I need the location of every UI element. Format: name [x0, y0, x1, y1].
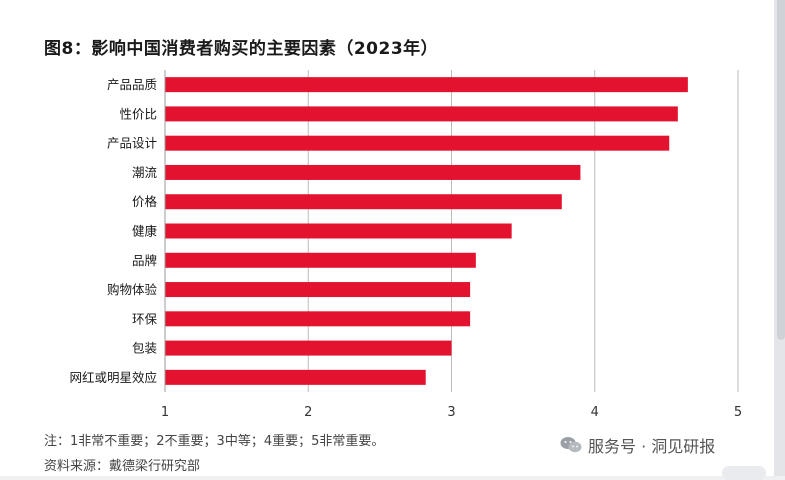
x-tick-label: 1 — [161, 405, 169, 420]
bar-11 — [165, 369, 426, 385]
bar-5 — [165, 194, 562, 210]
scrollbar-thumb[interactable] — [777, 0, 785, 340]
chart-source: 资料来源：戴德梁行研究部 — [44, 459, 201, 474]
category-label: 购物体验 — [107, 282, 158, 297]
category-label: 潮流 — [132, 165, 158, 180]
bar-4 — [165, 164, 581, 180]
category-label: 品牌 — [132, 253, 157, 268]
category-label: 产品品质 — [107, 77, 157, 92]
wechat-icon — [560, 436, 582, 454]
chart-note: 注：1非常不重要；2不重要；3中等；4重要；5非常重要。 — [44, 434, 385, 449]
bar-8 — [165, 282, 471, 298]
category-label: 健康 — [132, 224, 158, 239]
category-label: 网红或明星效应 — [69, 370, 157, 385]
bottom-handle[interactable] — [722, 466, 766, 480]
category-label: 包装 — [132, 341, 157, 356]
x-tick-label: 2 — [304, 405, 312, 420]
x-tick-label: 4 — [591, 405, 599, 420]
bar-10 — [165, 340, 452, 356]
category-label: 性价比 — [119, 106, 157, 121]
bar-6 — [165, 223, 512, 239]
x-tick-label: 5 — [734, 405, 742, 420]
bar-1 — [165, 77, 688, 93]
chart-card: 图8：影响中国消费者购买的主要因素（2023年） 1 2 3 4 5 产品品质性价比产品设… — [0, 0, 774, 476]
category-label: 产品设计 — [107, 136, 157, 151]
chart-title: 图8：影响中国消费者购买的主要因素（2023年） — [44, 39, 439, 59]
watermark: 服务号 · 洞见研报 — [560, 433, 715, 457]
bar-9 — [165, 311, 471, 327]
bar-7 — [165, 252, 476, 268]
category-label: 环保 — [132, 311, 158, 326]
watermark-text: 服务号 · 洞见研报 — [588, 437, 716, 456]
bar-2 — [165, 106, 678, 122]
category-label: 价格 — [132, 194, 158, 209]
x-tick-label: 3 — [447, 405, 455, 420]
scroll-strip — [774, 0, 785, 476]
bar-3 — [165, 135, 670, 151]
